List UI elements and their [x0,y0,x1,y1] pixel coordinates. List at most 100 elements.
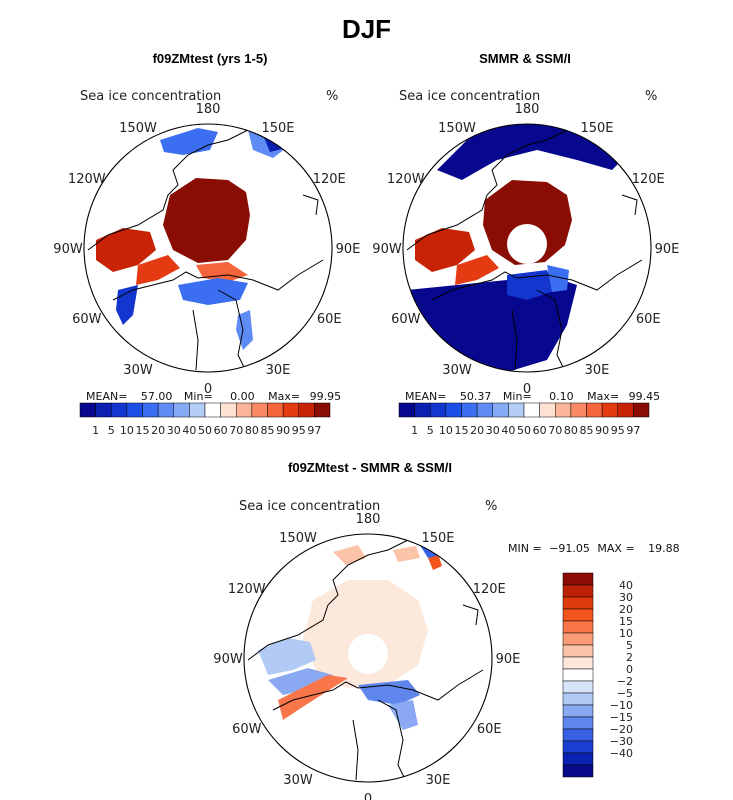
map-boundary [83,123,333,373]
colorbar-panel-2: 1 5 10 15 20 30 40 50 60 70 80 85 90 95 97 [398,402,650,437]
lon-label-0: 0 [523,382,531,397]
panel-2-title: SMMR & SSM/I [479,51,571,66]
coastline-2 [272,669,484,711]
colorbar-tick-5: 10 [619,627,633,640]
panel-3-title: f09ZMtest - SMMR & SSM/I [288,460,452,475]
coastline-2 [112,259,324,301]
colorbar-swatch-7 [492,402,509,418]
colorbar-swatch-12 [562,704,594,718]
lon-label-30E: 30E [266,363,291,378]
lon-label-180: 180 [356,512,381,527]
ice-region-7 [547,265,569,292]
lon-label-90W: 90W [213,652,243,667]
colorbar-swatch-2 [562,584,594,598]
colorbar-tick-40: 40 [501,424,515,437]
max-value: 99.45 [628,390,661,403]
colorbar-swatch-7 [173,402,190,418]
lon-label-60E: 60E [317,312,342,327]
colorbar-tick-6: 5 [626,639,633,652]
map-panel-1: 180 150E 120E 90E 60E 30E 0 30W 60W 90W 120W 150W [53,102,360,397]
colorbar-tick-15: 15 [136,424,150,437]
colorbar-swatch-10 [539,402,556,418]
map-boundary [402,123,652,373]
coastline-5 [462,604,479,626]
mean-label: MEAN= [405,390,447,403]
lon-label-60W: 60W [391,312,421,327]
max-label: MAX = [597,542,635,555]
coastline-1 [406,124,598,251]
coastline-3 [377,699,409,782]
lon-label-120W: 120W [68,172,106,187]
coastline-3 [536,289,568,372]
map-field [87,124,324,372]
colorbar-swatch-14 [562,728,594,742]
lon-label-30E: 30E [585,363,610,378]
min-value: 0.00 [230,390,255,403]
lon-label-90E: 90E [496,652,521,667]
colorbar-swatch-9 [204,402,221,418]
max-label: Max= [268,390,301,403]
lon-label-120E: 120E [632,172,665,187]
coastline-4 [192,309,199,371]
colorbar-swatch-16 [633,402,650,418]
colorbar-tick-85: 85 [580,424,594,437]
colorbar-tick-14: −30 [610,735,633,748]
colorbar-tick-90: 90 [276,424,290,437]
panel-1-units: % [326,89,339,104]
colorbar-swatch-13 [562,716,594,730]
lon-label-90E: 90E [655,242,680,257]
panel-2-units: % [645,89,658,104]
colorbar-tick-97: 97 [626,424,640,437]
lon-label-60W: 60W [72,312,102,327]
colorbar-swatch-12 [570,402,587,418]
ice-region-2 [96,228,156,272]
colorbar-tick-60: 60 [214,424,228,437]
colorbar-tick-11: −10 [610,699,633,712]
colorbar-swatch-2 [414,402,431,418]
colorbar-swatch-17 [562,764,594,778]
mean-value: 57.00 [140,390,173,403]
colorbar-swatch-11 [236,402,253,418]
panel-1-subtitle: Sea ice concentration [80,89,222,104]
colorbar-tick-20: 20 [151,424,165,437]
panel-1-title: f09ZMtest (yrs 1-5) [152,51,268,66]
max-label: Max= [587,390,620,403]
colorbar-tick-13: −20 [610,723,633,736]
ice-region-7 [428,554,442,570]
ice-region-5 [178,278,248,305]
map-field [247,534,484,782]
lon-label-30E: 30E [426,773,451,788]
colorbar-tick-15: 15 [455,424,469,437]
colorbar-tick-20: 20 [470,424,484,437]
colorbar-tick-1: 1 [411,424,418,437]
lon-label-120W: 120W [228,582,266,597]
colorbar-tick-10: −5 [617,687,633,700]
colorbar-swatch-13 [586,402,603,418]
colorbar-swatch-2 [95,402,112,418]
colorbar-swatch-14 [282,402,299,418]
colorbar-swatch-15 [298,402,315,418]
colorbar-tick-4: 15 [619,615,633,628]
colorbar-tick-30: 30 [486,424,500,437]
min-label: Min= [502,390,532,403]
lon-label-150E: 150E [421,531,454,546]
ice-region-9 [333,545,366,565]
lon-label-120E: 120E [313,172,346,187]
colorbar-tick-5: 5 [108,424,115,437]
colorbar-swatch-9 [523,402,540,418]
map-panel-3: 180 150E 120E 90E 60E 30E 0 30W 60W 90W 120W 150W [213,512,520,800]
map-panel-2: 180 150E 120E 90E 60E 30E 0 30W 60W 90W 120W 150W [372,102,679,397]
colorbar-swatch-4 [445,402,462,418]
colorbar-swatch-16 [562,752,594,766]
colorbar-swatch-14 [601,402,618,418]
lon-label-30W: 30W [283,773,313,788]
colorbar-swatch-10 [562,680,594,694]
figure-title: DJF [341,14,392,44]
colorbar-swatch-1 [79,402,96,418]
ice-region-6 [388,700,418,730]
lon-label-180: 180 [515,102,540,117]
colorbar-tick-80: 80 [564,424,578,437]
colorbar-swatch-8 [189,402,206,418]
colorbar-swatch-4 [126,402,143,418]
lon-label-120E: 120E [473,582,506,597]
